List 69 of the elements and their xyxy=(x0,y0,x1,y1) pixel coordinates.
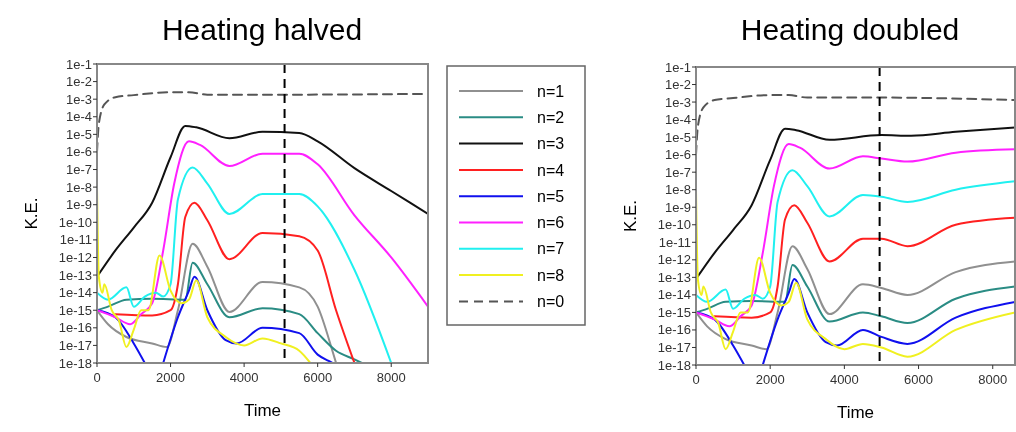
y-tick-label: 1e-4 xyxy=(664,112,691,128)
y-tick-label: 1e-7 xyxy=(65,162,92,178)
y-tick-label: 1e-18 xyxy=(58,355,92,371)
chart-title: Heating doubled xyxy=(740,13,960,46)
x-tick-label: 6000 xyxy=(904,372,934,387)
y-tick-label: 1e-13 xyxy=(58,267,92,283)
y-tick-label: 1e-14 xyxy=(58,285,92,301)
y-tick-label: 1e-3 xyxy=(664,94,691,110)
legend-label: n=6 xyxy=(537,214,565,232)
x-axis-title: Time xyxy=(836,403,875,422)
y-tick-label: 1e-5 xyxy=(664,129,691,145)
y-tick-label: 1e-8 xyxy=(65,179,92,195)
y-tick-label: 1e-17 xyxy=(657,340,691,356)
line-series xyxy=(696,264,1015,324)
y-tick-label: 1e-1 xyxy=(664,59,691,75)
y-tick-label: 1e-9 xyxy=(664,199,691,215)
x-tick-label: 0 xyxy=(692,372,700,387)
y-tick-label: 1e-11 xyxy=(59,232,92,248)
y-tick-label: 1e-12 xyxy=(58,250,92,266)
line-series xyxy=(696,143,1015,328)
line-series xyxy=(97,166,393,363)
x-tick-label: 2000 xyxy=(755,372,785,387)
y-tick-label: 1e-7 xyxy=(664,164,691,180)
y-tick-label: 1e-14 xyxy=(657,287,691,303)
y-tick-label: 1e-11 xyxy=(658,234,691,250)
y-tick-label: 1e-9 xyxy=(65,197,92,213)
x-tick-label: 0 xyxy=(93,370,101,385)
legend-label: n=1 xyxy=(537,82,565,100)
y-axis-title: K.E. xyxy=(22,197,41,230)
y-tick-label: 1e-6 xyxy=(664,147,691,163)
y-tick-label: 1e-10 xyxy=(657,217,691,233)
legend-label: n=5 xyxy=(537,187,565,205)
y-axis-title: K.E. xyxy=(621,199,640,233)
line-series xyxy=(114,201,356,363)
y-tick-label: 1e-16 xyxy=(58,320,92,336)
x-tick-label: 2000 xyxy=(156,370,186,385)
legend-label: n=0 xyxy=(537,293,565,310)
y-tick-label: 1e-18 xyxy=(657,357,691,373)
y-tick-label: 1e-16 xyxy=(657,322,691,338)
y-tick-label: 1e-15 xyxy=(58,302,92,318)
legend-label: n=8 xyxy=(537,266,565,284)
x-tick-label: 6000 xyxy=(303,370,333,385)
x-axis-title: Time xyxy=(243,401,282,420)
x-tick-label: 4000 xyxy=(829,372,859,387)
y-tick-label: 1e-2 xyxy=(664,77,691,93)
line-series xyxy=(97,261,363,363)
chart-title: Heating halved xyxy=(161,13,363,46)
line-series xyxy=(97,140,428,326)
y-tick-label: 1e-13 xyxy=(657,269,691,285)
y-tick-label: 1e-6 xyxy=(65,144,92,160)
legend-label: n=3 xyxy=(537,135,565,153)
legend-label: n=2 xyxy=(537,108,565,126)
y-tick-label: 1e-3 xyxy=(65,91,92,107)
y-tick-label: 1e-10 xyxy=(58,214,92,230)
y-tick-label: 1e-1 xyxy=(65,56,92,72)
legend-label: n=4 xyxy=(537,161,565,179)
line-series xyxy=(696,169,1015,310)
legend-label: n=7 xyxy=(537,240,565,258)
x-tick-label: 8000 xyxy=(376,370,406,385)
y-tick-label: 1e-4 xyxy=(65,109,92,125)
x-tick-label: 8000 xyxy=(978,372,1008,387)
line-series xyxy=(713,204,1015,319)
x-tick-label: 4000 xyxy=(229,370,259,385)
y-tick-label: 1e-8 xyxy=(664,182,691,198)
y-tick-label: 1e-12 xyxy=(657,252,691,268)
y-tick-label: 1e-17 xyxy=(58,337,92,353)
y-tick-label: 1e-2 xyxy=(65,74,92,90)
y-tick-label: 1e-15 xyxy=(657,304,691,320)
y-tick-label: 1e-5 xyxy=(65,126,92,142)
